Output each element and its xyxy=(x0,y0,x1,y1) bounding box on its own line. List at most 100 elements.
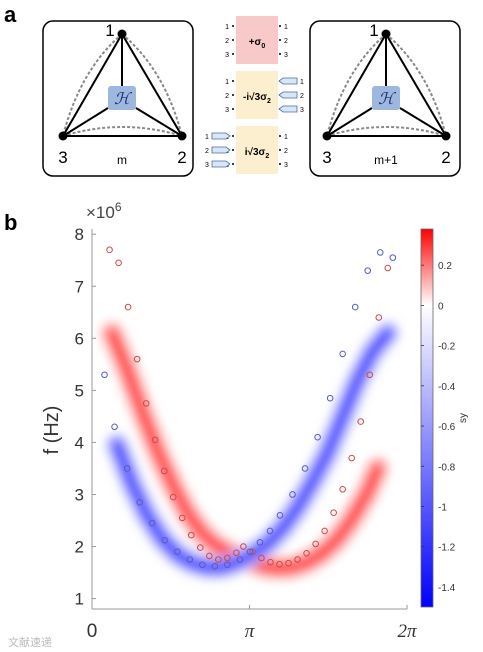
data-point xyxy=(339,350,346,358)
right-node-3 xyxy=(322,131,332,141)
input-arrow-right xyxy=(278,91,298,99)
coupling-box xyxy=(236,126,278,174)
right-spring-2 xyxy=(385,33,447,137)
y-tick-label: 7 xyxy=(75,277,84,296)
port-dot xyxy=(232,94,234,96)
data-point xyxy=(142,400,150,407)
right-spring-1 xyxy=(326,33,387,137)
y-tick-label: 4 xyxy=(75,433,84,452)
colorbar-ticks: 0.2 0 -0.2 -0.4 -0.6 -0.8 -1 -1.2 -1.4 xyxy=(421,261,456,594)
data-point xyxy=(186,556,194,563)
colorbar-tick-label: -1.2 xyxy=(438,543,456,554)
colorbar-tick-label: -1.4 xyxy=(438,583,456,594)
y-ticks: 1 2 3 4 5 6 7 8 xyxy=(75,225,96,609)
port-left-label: 1 xyxy=(225,79,229,86)
coupling-2: -i√3σ2111222333 xyxy=(225,71,304,119)
data-point xyxy=(351,303,359,311)
data-point xyxy=(233,549,240,557)
data-point xyxy=(285,559,292,567)
data-point xyxy=(384,264,392,272)
port-left-label: 1 xyxy=(225,24,229,31)
data-point xyxy=(206,552,213,560)
port-right-label: 1 xyxy=(284,24,288,31)
left-node-2 xyxy=(177,131,187,141)
data-point xyxy=(215,556,222,563)
port-dot xyxy=(232,149,234,151)
data-point xyxy=(148,519,156,527)
arrow-label: 2 xyxy=(300,93,304,100)
port-right-label: 2 xyxy=(284,38,288,45)
colorbar-tick-label: 0.2 xyxy=(438,261,452,272)
data-point xyxy=(101,371,108,379)
left-hamiltonian: ℋ xyxy=(114,91,132,108)
coupling-box xyxy=(236,16,278,64)
x-tick-label: 2π xyxy=(397,621,417,642)
data-point xyxy=(364,267,372,274)
right-node-2-label: 2 xyxy=(441,148,450,167)
input-arrow-right xyxy=(278,77,298,85)
port-right-label: 1 xyxy=(284,134,288,141)
data-point xyxy=(211,563,219,570)
right-cell: ℋ 1 3 2 m+1 xyxy=(309,20,461,177)
left-spring-3 xyxy=(62,126,183,137)
input-arrow-right xyxy=(278,105,298,113)
data-point xyxy=(224,554,231,562)
arrow-label: 1 xyxy=(300,79,304,86)
data-point xyxy=(151,436,159,444)
port-dot xyxy=(232,163,234,165)
data-point xyxy=(173,548,181,556)
data-point xyxy=(294,556,301,563)
right-hamiltonian: ℋ xyxy=(378,91,396,108)
left-edge-13 xyxy=(62,33,123,137)
right-edge-13 xyxy=(326,33,387,137)
data-point xyxy=(312,540,319,548)
data-point xyxy=(123,465,131,472)
panel-a-label: a xyxy=(4,2,17,27)
colorbar-label: sy xyxy=(458,413,469,423)
data-point xyxy=(111,423,118,431)
port-dot xyxy=(279,25,281,27)
port-dot xyxy=(232,135,234,137)
data-point xyxy=(289,491,296,498)
colorbar-tick-label: -0.8 xyxy=(438,462,456,473)
data-point xyxy=(330,509,337,516)
right-cell-index: m+1 xyxy=(374,153,398,167)
coupling-box xyxy=(236,71,278,119)
port-dot xyxy=(279,53,281,55)
y-tick-label: 3 xyxy=(75,485,84,504)
data-point xyxy=(106,246,113,254)
port-right-label: 3 xyxy=(284,52,288,59)
data-point xyxy=(246,548,254,556)
right-node-2 xyxy=(441,131,451,141)
data-point xyxy=(366,371,374,379)
data-point xyxy=(198,561,206,569)
coupling-3: i√3σ2111222333 xyxy=(205,126,288,174)
arrow-label: 2 xyxy=(205,148,209,155)
colorbar-tick-label: -0.2 xyxy=(438,342,456,353)
y-tick-label: 8 xyxy=(75,225,84,244)
left-cell-index: m xyxy=(117,153,127,167)
colorbar-gradient xyxy=(420,228,434,608)
data-point xyxy=(178,514,186,522)
data-point xyxy=(314,433,321,441)
left-node-3-label: 3 xyxy=(58,148,67,167)
colorbar-tick-label: -0.4 xyxy=(438,382,456,393)
data-point xyxy=(169,493,177,501)
x-tick-label: 0 xyxy=(87,621,98,642)
data-point xyxy=(301,465,309,472)
left-spring-1 xyxy=(62,33,123,137)
right-node-1 xyxy=(381,29,391,39)
data-point xyxy=(115,259,122,267)
left-edge-12 xyxy=(121,33,183,137)
port-right-label: 3 xyxy=(284,162,288,169)
circle-markers xyxy=(101,246,397,570)
data-point xyxy=(124,303,132,311)
data-point xyxy=(276,512,284,519)
data-point xyxy=(276,560,283,568)
data-point xyxy=(375,314,383,321)
y-axis-label: f (Hz) xyxy=(41,406,63,455)
right-node-3-label: 3 xyxy=(322,148,331,167)
data-point xyxy=(348,454,355,462)
y-tick-label: 2 xyxy=(75,538,84,557)
